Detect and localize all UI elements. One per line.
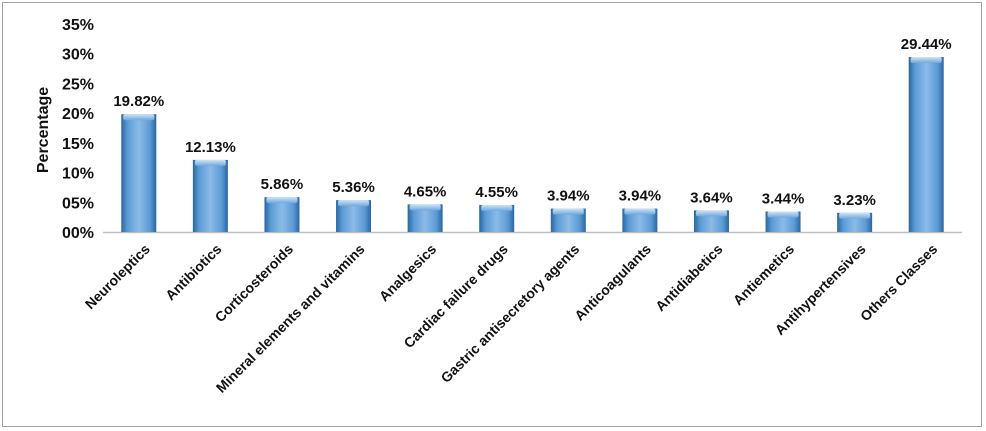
category-label: Mineral elements and vitamins <box>213 241 368 396</box>
y-tick-label: 20% <box>62 106 94 123</box>
data-label: 4.55% <box>475 184 518 201</box>
y-tick-label: 35% <box>62 17 94 34</box>
y-axis: 00% 05% 10% 15% 20% 25% 30% 35% <box>62 17 94 242</box>
bar <box>765 211 801 232</box>
bar <box>479 204 515 232</box>
data-label: 3.94% <box>547 188 590 205</box>
bars <box>121 57 944 233</box>
y-tick-label: 25% <box>62 76 94 93</box>
category-label: Gastric antisecretory agents <box>437 241 582 386</box>
data-label: 5.86% <box>261 176 304 193</box>
y-tick-label: 00% <box>62 225 94 242</box>
bar <box>622 208 658 232</box>
category-labels: Neuroleptics AntibioticsCorticosteroidsMi… <box>82 241 941 396</box>
category-label: Antidiabetics <box>652 241 726 315</box>
data-label: 3.64% <box>690 189 733 206</box>
bar <box>693 210 729 232</box>
y-tick-label: 10% <box>62 166 94 183</box>
data-label: 29.44% <box>901 36 952 53</box>
data-label: 3.23% <box>833 192 876 209</box>
category-label: Antibiotics <box>162 241 225 304</box>
data-label: 3.44% <box>762 191 805 208</box>
bar <box>192 159 228 232</box>
bar <box>837 212 873 232</box>
y-axis-title: Percentage <box>35 87 52 173</box>
bar <box>121 114 157 232</box>
y-tick-label: 05% <box>62 195 94 212</box>
data-label: 12.13% <box>185 139 236 156</box>
bar <box>550 208 586 232</box>
category-label: Others Classes <box>857 241 941 325</box>
data-labels: 19.82% 12.13% 5.86% 5.36% 4.65% 4.55% 3.94% 3.9… <box>113 36 951 209</box>
data-label: 5.36% <box>332 179 375 196</box>
bar <box>407 204 443 232</box>
y-tick-label: 15% <box>62 136 94 153</box>
bar <box>908 57 944 233</box>
category-label: Anticoagulants <box>571 241 654 324</box>
bar <box>336 200 372 232</box>
category-label: Analgesics <box>376 241 440 305</box>
bar <box>264 197 300 232</box>
category-label: Neuroleptics <box>82 241 153 312</box>
data-label: 3.94% <box>619 188 662 205</box>
category-label: Antiemetics <box>730 241 798 309</box>
data-label: 4.65% <box>404 183 447 200</box>
data-label: 19.82% <box>113 93 164 110</box>
y-tick-label: 30% <box>62 47 94 64</box>
